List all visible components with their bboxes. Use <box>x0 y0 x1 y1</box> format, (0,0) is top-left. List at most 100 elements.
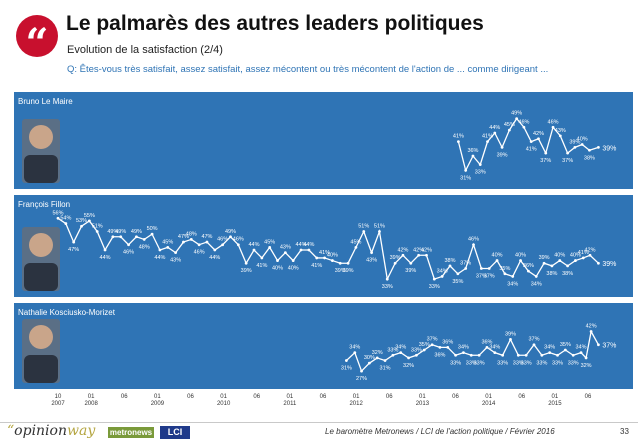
data-label: 34% <box>576 345 587 351</box>
data-point <box>291 259 295 262</box>
data-label: 38% <box>584 155 595 161</box>
data-label: 49% <box>511 111 522 117</box>
data-label: 51% <box>92 224 103 230</box>
x-tick-label: 06 <box>518 394 525 400</box>
data-point <box>563 348 567 352</box>
x-tick-label: 06 <box>253 394 260 400</box>
data-point <box>529 140 533 144</box>
data-point <box>205 240 209 244</box>
data-label: 44% <box>209 255 220 261</box>
panel-name: François Fillon <box>18 200 70 209</box>
data-label: 40% <box>570 253 581 259</box>
data-label: 34% <box>349 345 360 351</box>
x-tick-label: 06 <box>121 394 128 400</box>
data-point <box>432 277 436 281</box>
data-label: 34% <box>489 345 500 351</box>
data-label: 46% <box>548 119 559 125</box>
data-label: 39% <box>505 331 516 337</box>
data-point <box>469 353 473 357</box>
data-label: 46% <box>217 237 228 243</box>
portrait-face <box>29 233 53 257</box>
portrait-suit <box>24 355 58 383</box>
data-point <box>401 253 405 257</box>
footer-divider <box>0 422 638 423</box>
data-label: 34% <box>395 345 406 351</box>
data-label: 34% <box>544 345 555 351</box>
x-tick-label: 01 <box>353 394 360 400</box>
data-point <box>573 145 577 149</box>
portrait-face <box>29 325 53 349</box>
data-point <box>283 251 287 255</box>
data-point <box>221 243 225 247</box>
panel-name: Bruno Le Maire <box>18 97 73 106</box>
data-point <box>127 243 130 247</box>
data-label: 39% <box>569 139 580 145</box>
data-point <box>597 343 600 347</box>
data-label: 49% <box>131 229 142 235</box>
data-point <box>462 351 465 355</box>
data-label: 35% <box>560 342 571 348</box>
data-label: 39% <box>405 268 416 274</box>
data-point <box>571 353 575 357</box>
data-point <box>213 248 217 252</box>
data-label: 40% <box>492 253 503 259</box>
data-point <box>537 137 540 141</box>
data-point <box>430 343 434 347</box>
data-point <box>182 240 185 244</box>
data-point <box>346 261 350 265</box>
data-label: 37% <box>540 158 551 164</box>
x-tick-label: 06 <box>320 394 327 400</box>
data-point <box>80 224 83 228</box>
x-tick-label: 01 <box>485 394 492 400</box>
opinionway-logo: “opinionway <box>7 423 96 439</box>
data-label: 47% <box>201 234 212 240</box>
data-label: 44% <box>154 255 165 261</box>
footer-source: Le baromètre Metronews / LCI de l'action… <box>325 427 555 436</box>
data-point <box>548 351 552 355</box>
data-label: 42% <box>533 131 544 137</box>
data-point <box>509 338 512 341</box>
data-point <box>493 351 497 355</box>
x-tick-year: 2007 <box>51 401 65 407</box>
data-label: 55% <box>84 213 95 219</box>
data-label: 35% <box>419 342 430 348</box>
data-label: 34% <box>437 268 448 274</box>
survey-question: Q: Êtes-vous très satisfait, assez satis… <box>67 64 549 75</box>
data-label: 45% <box>162 239 173 245</box>
data-point <box>588 148 591 152</box>
portrait-suit <box>24 155 58 183</box>
data-point <box>383 359 387 362</box>
data-point <box>362 230 366 233</box>
data-label: 46% <box>468 237 479 243</box>
x-tick-year: 2014 <box>482 401 496 407</box>
data-point <box>584 356 588 360</box>
data-point <box>64 222 68 225</box>
data-label: 40% <box>327 253 338 259</box>
data-label: 40% <box>515 253 526 259</box>
data-point <box>360 369 363 373</box>
panel-name: Nathalie Kosciusko-Morizet <box>18 308 116 317</box>
data-point <box>477 353 481 357</box>
data-label: 34% <box>507 281 518 287</box>
data-label: 33% <box>429 284 440 290</box>
data-label: 36% <box>467 148 478 154</box>
data-label: 44% <box>303 242 314 248</box>
data-point <box>72 240 76 244</box>
page-number: 33 <box>620 427 629 436</box>
data-label: 39% <box>335 268 346 274</box>
data-point <box>527 269 530 273</box>
data-label: 51% <box>374 224 385 230</box>
data-label: 42% <box>413 247 424 253</box>
data-label: 51% <box>358 224 369 230</box>
data-point <box>542 261 546 265</box>
data-point <box>331 259 334 262</box>
quote-badge: “ <box>16 15 58 67</box>
data-point <box>323 256 326 260</box>
data-point <box>566 264 569 268</box>
page-title: Le palmarès des autres leaders politique… <box>66 12 484 35</box>
data-label: 38% <box>444 258 455 264</box>
data-point <box>111 235 115 239</box>
data-label: 49% <box>115 229 126 235</box>
portrait-face <box>29 125 53 149</box>
x-tick-label: 06 <box>585 394 592 400</box>
